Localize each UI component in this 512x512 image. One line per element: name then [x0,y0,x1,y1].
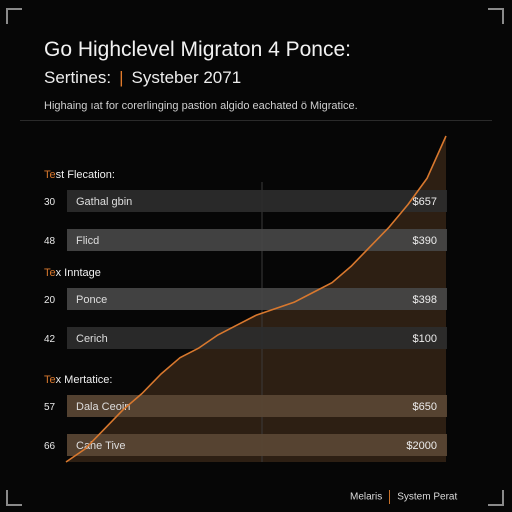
value-label: $398 [413,294,437,306]
bar [67,190,447,212]
value-label: $657 [413,196,437,208]
category-label: Cahe Tive [76,440,126,452]
row-index-label: 66 [44,441,56,452]
subtitle-separator: | [119,68,124,87]
bar [67,395,447,417]
footer: Melaris System Perat [350,490,457,504]
corner-bracket [6,8,22,24]
row-index-label: 20 [44,295,56,306]
chart-title: Go Highclevel Migraton 4 Ponce: [44,38,351,61]
row-index-label: 42 [44,334,56,345]
corner-bracket [488,8,504,24]
category-label: Dala Ceoin [76,401,130,413]
value-label: $650 [413,401,437,413]
chart-subtitle: Sertines: | Systeber 2071 [44,68,241,88]
bar [67,229,447,251]
category-label: Gathal gbin [76,196,132,208]
subtitle-right: Systeber 2071 [131,68,242,87]
value-label: $2000 [406,440,437,452]
footer-left: Melaris [350,491,383,503]
row-index-label: 48 [44,236,56,247]
trend-area [66,136,446,462]
bar [67,327,447,349]
row-index-label: 57 [44,402,56,413]
chart-caption: Highaing ıat for corerlinging pastion al… [44,100,358,112]
row-index-label: 30 [44,197,56,208]
category-label: Ponce [76,294,107,306]
trend-line [65,135,447,463]
corner-bracket [488,490,504,506]
value-label: $390 [413,235,437,247]
bar [67,434,447,456]
value-label: $100 [413,333,437,345]
bar [67,288,447,310]
group-label: Test Flecation: [44,169,115,181]
footer-separator [389,490,391,504]
category-label: Cerich [76,333,108,345]
corner-bracket [6,490,22,506]
category-label: Flicd [76,235,99,247]
group-label: Tex Inntage [44,267,101,279]
footer-right: System Perat [397,491,458,503]
header-divider [20,120,492,121]
group-label: Tex Mertatice: [44,374,112,386]
subtitle-left: Sertines: [44,68,112,87]
